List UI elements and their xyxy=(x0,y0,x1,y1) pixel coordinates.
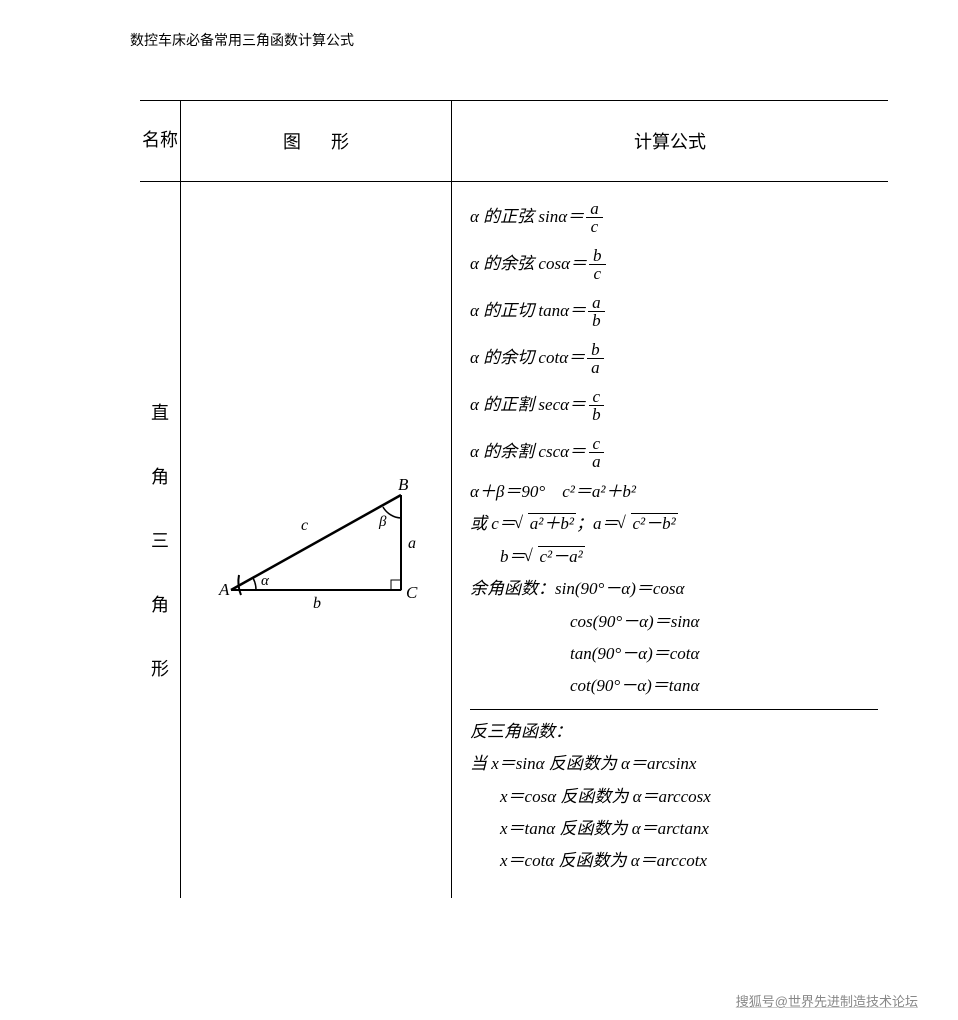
formula-sin: α 的正弦 sinα＝ ac xyxy=(470,200,878,235)
side-c: c xyxy=(301,517,308,534)
inv-l2: x＝cosα 反函数为 α＝arccosx xyxy=(470,787,878,807)
side-b: b xyxy=(313,595,321,612)
formula-sum: α＋β＝90° c²＝a²＋b² xyxy=(470,482,878,502)
diagram-cell: A B C a b c α β xyxy=(181,182,452,898)
inv-l4: x＝cotα 反函数为 α＝arccotx xyxy=(470,851,878,871)
triangle-diagram: A B C a b c α β xyxy=(201,460,431,620)
header-formula: 计算公式 xyxy=(452,101,888,181)
angle-beta: β xyxy=(378,514,387,530)
header-shape: 图形 xyxy=(181,101,452,181)
inv-title: 反三角函数： xyxy=(470,722,878,742)
formula-sec: α 的正割 secα＝ cb xyxy=(470,388,878,423)
inv-l3: x＝tanα 反函数为 α＝arctanx xyxy=(470,819,878,839)
vertex-b: B xyxy=(398,475,409,494)
table-row: 直 角 三 角 形 A B C a xyxy=(140,182,888,898)
formula-table: 名称 图形 计算公式 直 角 三 角 形 xyxy=(140,100,888,898)
row-label-4: 角 xyxy=(151,591,169,617)
formula-comp2: cos(90°－α)＝sinα xyxy=(470,612,878,632)
header-name-text: 名称 xyxy=(142,129,178,152)
page-title: 数控车床必备常用三角函数计算公式 xyxy=(130,30,828,50)
formula-comp4: cot(90°－α)＝tanα xyxy=(470,676,878,696)
formula-cos: α 的余弦 cosα＝ bc xyxy=(470,247,878,282)
row-label-3: 三 xyxy=(151,527,169,553)
watermark: 搜狐号@世界先进制造技术论坛 xyxy=(736,991,918,1010)
formula-comp1: 余角函数：sin(90°－α)＝cosα xyxy=(470,579,878,599)
inv-l1: 当 x＝sinα 反函数为 α＝arcsinx xyxy=(470,754,878,774)
formula-csc: α 的余割 cscα＝ ca xyxy=(470,435,878,470)
row-label: 直 角 三 角 形 xyxy=(140,182,181,898)
vertex-c: C xyxy=(406,583,418,602)
table-header: 名称 图形 计算公式 xyxy=(140,101,888,182)
formula-tan: α 的正切 tanα＝ ab xyxy=(470,294,878,329)
side-a: a xyxy=(408,535,416,552)
angle-alpha: α xyxy=(261,573,270,589)
row-label-2: 角 xyxy=(151,463,169,489)
row-label-5: 形 xyxy=(151,655,169,681)
inverse-section: 反三角函数： 当 x＝sinα 反函数为 α＝arcsinx x＝cosα 反函… xyxy=(470,709,878,872)
vertex-a: A xyxy=(218,580,230,599)
formula-or: 或 c＝ a²＋b² ；a＝ c²－b² xyxy=(470,514,878,534)
formula-cot: α 的余切 cotα＝ ba xyxy=(470,341,878,376)
row-label-1: 直 xyxy=(151,399,169,425)
formula-cell: α 的正弦 sinα＝ ac α 的余弦 cosα＝ bc α 的正切 tanα… xyxy=(452,182,888,898)
formula-comp3: tan(90°－α)＝cotα xyxy=(470,644,878,664)
header-name: 名称 xyxy=(140,101,181,181)
formula-b: b＝ c²－a² xyxy=(470,547,878,567)
